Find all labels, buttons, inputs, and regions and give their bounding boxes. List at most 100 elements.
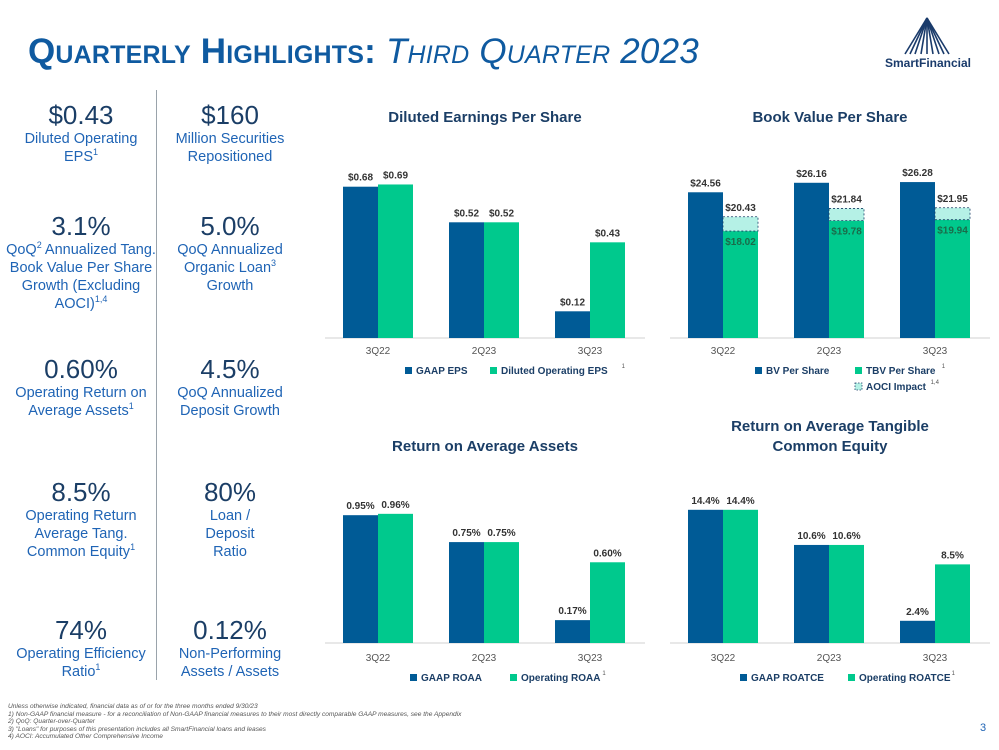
kpi-value: 5.0% bbox=[200, 211, 260, 241]
data-label: 0.96% bbox=[381, 500, 409, 511]
legend-swatch bbox=[854, 382, 863, 391]
legend-swatch bbox=[740, 674, 747, 681]
bar-bv-per-share bbox=[900, 182, 935, 338]
data-label: 0.75% bbox=[452, 528, 480, 539]
bar-aoci-impact bbox=[828, 208, 865, 222]
bar-gaap-roaa bbox=[449, 542, 484, 643]
legend-swatch bbox=[848, 674, 855, 681]
legend-footnote-ref: 1 bbox=[602, 671, 606, 677]
legend-label: TBV Per Share bbox=[866, 366, 936, 377]
legend-swatch bbox=[490, 367, 497, 374]
kpi-value: 0.12% bbox=[193, 615, 267, 645]
x-tick-label: 3Q23 bbox=[923, 346, 948, 357]
kpi-value: 4.5% bbox=[200, 354, 260, 384]
chart-eps-svg: Diluted Earnings Per Share $0.68 $0.69 3Q22… bbox=[325, 109, 645, 377]
kpi-efficiency-ratio: 74% Operating Efficiency Ratio1 bbox=[6, 615, 156, 681]
bar-operating-roaa bbox=[484, 542, 519, 643]
data-label: $0.69 bbox=[383, 170, 408, 181]
legend-swatch bbox=[410, 674, 417, 681]
kpi-label: Million Securities Repositioned bbox=[175, 131, 285, 165]
data-label: $20.43 bbox=[725, 203, 756, 214]
legend-label: GAAP EPS bbox=[416, 366, 468, 377]
title-main: Quarterly Highlights: bbox=[28, 32, 377, 71]
bar-gaap-eps bbox=[343, 186, 378, 338]
kpi-operating-roaa: 0.60% Operating Return on Average Assets… bbox=[6, 354, 156, 420]
data-label: $21.95 bbox=[937, 194, 968, 205]
kpi-diluted-operating-eps: $0.43 Diluted Operating EPS1 bbox=[6, 100, 156, 166]
data-label: 0.60% bbox=[593, 548, 621, 559]
page-number: 3 bbox=[980, 722, 987, 734]
kpi-value: 80% bbox=[203, 477, 257, 507]
data-label: $24.56 bbox=[690, 178, 721, 189]
chart-eps: Diluted Earnings Per Share $0.68 $0.69 3Q22… bbox=[325, 100, 645, 400]
bar-gaap-roatce bbox=[688, 509, 723, 643]
kpi-npa-ratio: 0.12% Non-Performing Assets / Assets bbox=[155, 615, 305, 681]
data-label: 14.4% bbox=[726, 496, 754, 507]
x-tick-label: 2Q23 bbox=[472, 346, 497, 357]
x-tick-label: 2Q23 bbox=[817, 653, 842, 664]
x-tick-label: 3Q22 bbox=[711, 346, 736, 357]
bar-tbv-per-share bbox=[829, 220, 864, 338]
legend-label: Diluted Operating EPS bbox=[501, 366, 608, 377]
bar-operating-roatce bbox=[829, 544, 864, 643]
data-label: 0.95% bbox=[346, 501, 374, 512]
data-label: $19.78 bbox=[831, 227, 862, 238]
bar-gaap-roatce bbox=[900, 620, 935, 643]
chart-title: Diluted Earnings Per Share bbox=[388, 109, 581, 126]
kpi-tbv-growth: 3.1% QoQ2 Annualized Tang. Book Value Pe… bbox=[6, 211, 156, 313]
legend-label: Operating ROAA bbox=[521, 673, 600, 684]
smartfinancial-logo-icon bbox=[904, 17, 950, 55]
bar-gaap-roatce bbox=[794, 544, 829, 643]
data-label: $0.52 bbox=[489, 208, 514, 219]
bar-operating-roatce bbox=[723, 509, 758, 643]
kpi-securities-repositioned: $160 Million Securities Repositioned bbox=[155, 100, 305, 166]
bar-aoci-impact bbox=[934, 207, 971, 221]
kpi-value: 3.1% bbox=[51, 211, 111, 241]
kpi-divider bbox=[156, 90, 157, 680]
data-label: 10.6% bbox=[797, 531, 825, 542]
legend-swatch bbox=[755, 367, 762, 374]
kpi-label: Operating Efficiency Ratio1 bbox=[16, 646, 146, 680]
footnote: Unless otherwise indicated, financial da… bbox=[8, 703, 258, 710]
data-label: 2.4% bbox=[906, 607, 929, 618]
chart-roaa: Return on Average Assets 0.95% 0.96% 3Q22 0.… bbox=[325, 415, 645, 695]
footnotes: Unless otherwise indicated, financial da… bbox=[8, 703, 461, 741]
footnote: 1) Non-GAAP financial measure - for a re… bbox=[8, 710, 462, 718]
bar-bv-per-share bbox=[794, 182, 829, 338]
legend-footnote-ref: 1 bbox=[622, 364, 626, 370]
bar-aoci-impact bbox=[722, 216, 759, 232]
data-label: 0.75% bbox=[487, 528, 515, 539]
data-label: $26.28 bbox=[902, 168, 933, 179]
kpi-loan-deposit-ratio: 80% Loan / Deposit Ratio bbox=[155, 477, 305, 561]
kpi-value: $160 bbox=[201, 100, 259, 130]
kpi-value: $0.43 bbox=[48, 100, 114, 130]
chart-bvps: Book Value Per Share $24.56 $18.02 $20.43 3Q… bbox=[670, 100, 990, 400]
bar-operating-roatce bbox=[935, 564, 970, 643]
kpi-organic-loan-growth: 5.0% QoQ Annualized Organic Loan3 Growth bbox=[155, 211, 305, 295]
footnote: 3) "Loans" for purposes of this presenta… bbox=[8, 725, 266, 733]
legend-label: GAAP ROAA bbox=[421, 673, 482, 684]
legend-footnote-ref: 1 bbox=[952, 671, 956, 677]
bar-diluted-operating-eps bbox=[484, 222, 519, 338]
x-tick-label: 3Q23 bbox=[578, 653, 603, 664]
x-tick-label: 3Q23 bbox=[578, 346, 603, 357]
legend-label: BV Per Share bbox=[766, 366, 830, 377]
bar-gaap-eps bbox=[449, 222, 484, 338]
bar-gaap-eps bbox=[555, 311, 590, 338]
legend-label: Operating ROATCE bbox=[859, 673, 951, 684]
legend-swatch bbox=[405, 367, 412, 374]
data-label: 10.6% bbox=[832, 531, 860, 542]
kpi-value: 0.60% bbox=[44, 354, 118, 384]
chart-title: Book Value Per Share bbox=[752, 109, 907, 126]
kpi-value: 74% bbox=[54, 615, 108, 645]
chart-roatce-svg: Return on Average Tangible Common Equity 1… bbox=[670, 418, 990, 684]
bar-operating-roaa bbox=[590, 562, 625, 643]
page-title: Quarterly Highlights: Third Quarter 2023 bbox=[28, 32, 699, 72]
data-label: $0.43 bbox=[595, 228, 620, 239]
title-sub: Third Quarter 2023 bbox=[385, 32, 699, 71]
chart-roaa-svg: Return on Average Assets 0.95% 0.96% 3Q22 0.… bbox=[325, 438, 645, 684]
footnote: 4) AOCI: Accumulated Other Comprehensive… bbox=[8, 733, 163, 740]
kpi-label: Loan / Deposit Ratio bbox=[205, 508, 255, 560]
kpi-deposit-growth: 4.5% QoQ Annualized Deposit Growth bbox=[155, 354, 305, 420]
data-label: $21.84 bbox=[831, 194, 862, 205]
